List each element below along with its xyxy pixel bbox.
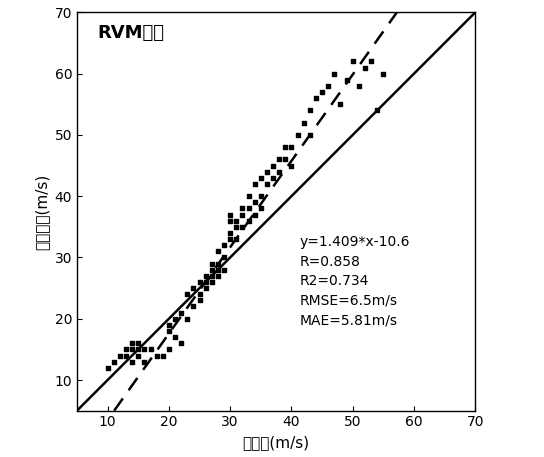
Point bbox=[263, 168, 271, 175]
Point bbox=[183, 315, 191, 322]
Point bbox=[134, 352, 143, 359]
Point bbox=[336, 101, 345, 108]
Point bbox=[238, 211, 247, 218]
Point bbox=[244, 217, 253, 224]
Point bbox=[250, 211, 259, 218]
Point bbox=[164, 321, 173, 329]
Point bbox=[207, 278, 216, 286]
Point bbox=[318, 88, 326, 96]
Point bbox=[140, 358, 149, 365]
Point bbox=[299, 119, 308, 127]
Point bbox=[226, 211, 234, 218]
Point bbox=[305, 107, 314, 114]
Point bbox=[152, 352, 161, 359]
Point bbox=[220, 266, 228, 273]
Point bbox=[256, 192, 265, 200]
Point bbox=[171, 315, 180, 322]
Point bbox=[226, 217, 234, 224]
Point bbox=[146, 346, 155, 353]
Point bbox=[256, 205, 265, 212]
Point bbox=[324, 82, 332, 90]
Point bbox=[122, 352, 131, 359]
Point bbox=[134, 340, 143, 347]
Point bbox=[171, 334, 180, 341]
Point bbox=[128, 340, 137, 347]
Point bbox=[355, 82, 363, 90]
Point bbox=[140, 346, 149, 353]
Point bbox=[367, 58, 375, 65]
Point bbox=[134, 346, 143, 353]
Point bbox=[207, 266, 216, 273]
Point bbox=[342, 76, 351, 84]
Point bbox=[207, 260, 216, 267]
Point bbox=[214, 260, 222, 267]
Point bbox=[128, 358, 137, 365]
Point bbox=[287, 162, 296, 169]
Point bbox=[232, 217, 240, 224]
Point bbox=[361, 64, 369, 71]
Point bbox=[109, 358, 118, 365]
Point bbox=[115, 352, 124, 359]
Point bbox=[244, 205, 253, 212]
Point bbox=[177, 340, 186, 347]
Text: RVM验证: RVM验证 bbox=[97, 24, 164, 43]
Point bbox=[379, 70, 388, 77]
X-axis label: 模拟值(m/s): 模拟值(m/s) bbox=[243, 435, 310, 450]
Point bbox=[250, 199, 259, 206]
Point bbox=[226, 229, 234, 237]
Point bbox=[226, 235, 234, 243]
Point bbox=[373, 107, 381, 114]
Y-axis label: 最佳路径(m/s): 最佳路径(m/s) bbox=[34, 173, 49, 250]
Point bbox=[214, 266, 222, 273]
Point bbox=[220, 242, 228, 249]
Point bbox=[269, 174, 277, 181]
Point bbox=[244, 192, 253, 200]
Point bbox=[250, 181, 259, 188]
Point bbox=[201, 284, 210, 292]
Point bbox=[164, 346, 173, 353]
Point bbox=[330, 70, 339, 77]
Point bbox=[238, 205, 247, 212]
Point bbox=[263, 181, 271, 188]
Point bbox=[158, 352, 167, 359]
Point bbox=[189, 303, 197, 310]
Point bbox=[312, 95, 320, 102]
Point bbox=[256, 174, 265, 181]
Point bbox=[269, 162, 277, 169]
Point bbox=[238, 223, 247, 230]
Point bbox=[305, 131, 314, 138]
Point bbox=[232, 235, 240, 243]
Point bbox=[201, 278, 210, 286]
Point bbox=[287, 143, 296, 151]
Point bbox=[122, 346, 131, 353]
Point bbox=[275, 156, 283, 163]
Point bbox=[348, 58, 357, 65]
Point bbox=[183, 291, 191, 298]
Point bbox=[103, 364, 112, 372]
Point bbox=[232, 223, 240, 230]
Point bbox=[220, 254, 228, 261]
Point bbox=[189, 284, 197, 292]
Point bbox=[275, 168, 283, 175]
Point bbox=[281, 156, 289, 163]
Text: y=1.409*x-10.6
R=0.858
R2=0.734
RMSE=6.5m/s
MAE=5.81m/s: y=1.409*x-10.6 R=0.858 R2=0.734 RMSE=6.5… bbox=[300, 235, 411, 327]
Point bbox=[164, 327, 173, 335]
Point bbox=[293, 131, 302, 138]
Point bbox=[177, 309, 186, 316]
Point bbox=[195, 297, 204, 304]
Point bbox=[207, 272, 216, 280]
Point bbox=[128, 346, 137, 353]
Point bbox=[201, 272, 210, 280]
Point bbox=[195, 291, 204, 298]
Point bbox=[195, 278, 204, 286]
Point bbox=[214, 248, 222, 255]
Point bbox=[214, 272, 222, 280]
Point bbox=[281, 143, 289, 151]
